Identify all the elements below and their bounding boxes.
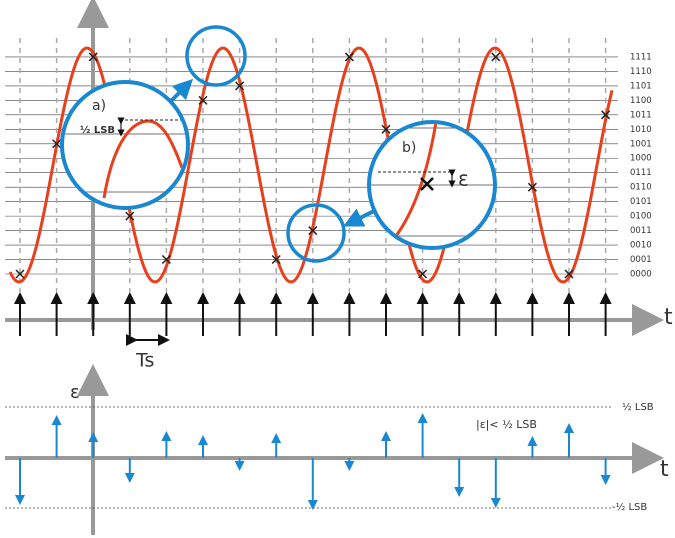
sample-cross [52, 139, 62, 149]
sample-cross [344, 52, 354, 62]
level-label: 1001 [630, 139, 652, 149]
level-label: 0101 [630, 197, 652, 207]
bottom-plot: t ε ½ LSB -½ LSB |ε|< ½ LSB [5, 364, 669, 535]
sample-cross [601, 110, 611, 120]
level-label: 1010 [630, 125, 652, 135]
sample-cross [198, 95, 208, 105]
zoom-target-a [185, 25, 247, 87]
inset-a [60, 80, 190, 210]
err-axis-label: ε [70, 382, 80, 403]
time-label: t [664, 305, 673, 330]
sample-cross [491, 52, 501, 62]
level-label: 0001 [630, 255, 652, 265]
lower-label: -½ LSB [612, 501, 647, 513]
inset-signal [102, 119, 184, 199]
level-label: 1000 [630, 154, 652, 164]
inset-a-note: ½ LSB [80, 125, 115, 136]
sample-cross [381, 124, 391, 134]
level-label: 0000 [630, 270, 652, 280]
zoom-arrow-b [343, 208, 377, 227]
level-label: 1110 [630, 67, 652, 77]
inset-b-label: b) [402, 140, 416, 156]
inset-cross [420, 177, 434, 191]
level-label: 0100 [630, 212, 652, 222]
level-label: 0111 [630, 168, 652, 178]
upper-label: ½ LSB [622, 401, 654, 413]
sample-cross [88, 52, 98, 62]
level-label: 1100 [630, 96, 652, 106]
sample-cross [527, 182, 537, 192]
sample-cross [271, 254, 281, 265]
insets: a) ½ LSB b) ε [60, 25, 497, 263]
sample-cross [564, 269, 574, 279]
level-label: 0010 [630, 241, 652, 251]
inset-a-label: a) [92, 98, 106, 114]
level-label: 1101 [630, 81, 652, 91]
sample-cross [418, 269, 428, 279]
inset-b-note: ε [458, 167, 469, 191]
sample-cross [125, 211, 135, 221]
sample-cross [235, 81, 245, 91]
inset-signal [394, 124, 438, 237]
sample-cross [161, 254, 171, 265]
zoom-target-b [286, 203, 346, 263]
level-label: 1011 [630, 110, 652, 120]
level-label: 0011 [630, 226, 652, 236]
sample-cross [15, 269, 25, 279]
sample-cross [308, 226, 318, 236]
level-label: 0110 [630, 183, 652, 193]
err-time-label: t [660, 457, 669, 482]
level-label: 1111 [630, 52, 652, 62]
bound-note: |ε|< ½ LSB [476, 418, 537, 431]
period-label: Ts [135, 350, 154, 372]
